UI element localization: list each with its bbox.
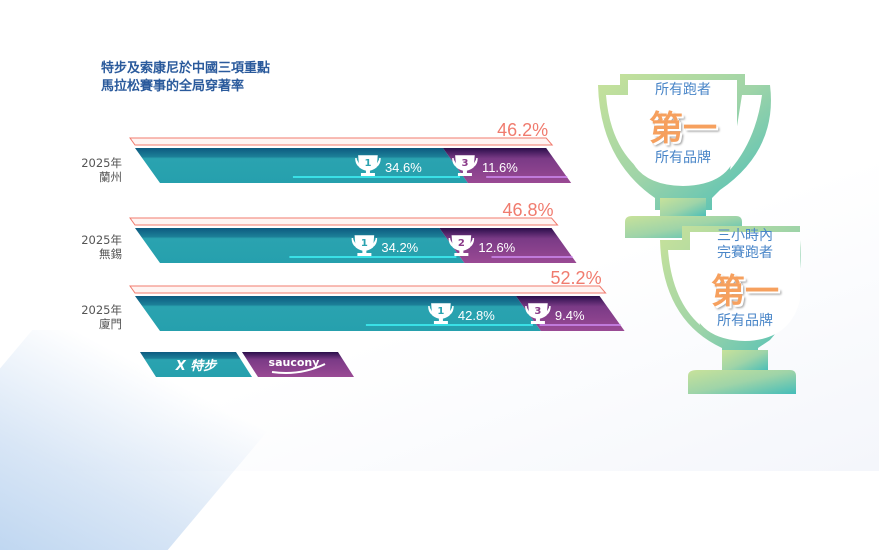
trophy-1-bottom: 所有品牌 [655,150,711,166]
trophy-2-top: 三小時內 完賽跑者 [690,228,800,262]
trophy-1-top: 所有跑者 [655,82,711,98]
row-city: 無錫 [99,247,122,261]
total-outline [129,285,607,294]
trophy-rank: 1 [361,238,368,249]
trophy-cup [525,303,551,319]
row-year: 2025年 [81,233,122,247]
row-label-wuxi: 2025年 無錫 [52,233,122,261]
trophy-base [360,173,375,176]
legend-xtep-label: X 特步 [175,358,219,374]
rank-trophy-icon: 1 [428,303,454,324]
trophy-cup [452,155,478,171]
trophy-stem [535,318,540,322]
rank-trophy-icon: 3 [452,155,478,176]
row-label-xiamen: 2025年 廈門 [52,303,122,331]
xtep-value-label: 34.2% [381,240,418,255]
row-label-lanzhou: 2025年 蘭州 [52,156,122,184]
trophy-1-main: 第一 [649,109,717,149]
trophy-rank: 1 [364,158,371,169]
chart-title: 特步及索康尼於中國三項重點 馬拉松賽事的全局穿著率 [101,60,270,96]
trophy-cup [351,235,378,251]
rank-trophy-icon: 3 [525,303,551,324]
total-label: 46.2% [497,120,548,140]
saucony-value-label: 9.4% [555,308,585,323]
trophy-2-top-line-2: 完賽跑者 [717,245,773,261]
xtep-bar [135,148,468,183]
trophy-stem [438,318,443,322]
title-line-2: 馬拉松賽事的全局穿著率 [101,79,245,94]
trophy-2-main: 第一 [711,272,779,312]
trophy-base [530,321,545,324]
trophy-base [457,173,472,176]
total-label: 52.2% [551,268,602,288]
total-outline [129,137,554,146]
trophy-2-bottom: 所有品牌 [717,313,773,329]
trophy-stem [362,250,367,254]
total-outline [129,217,559,226]
saucony-value-label: 11.6% [482,160,518,175]
trophy-base [454,253,469,256]
rank-trophy-icon: 1 [355,155,381,176]
row-city: 廈門 [99,317,122,331]
trophy-icon [598,74,771,238]
trophy-rank: 3 [461,158,468,169]
row-city: 蘭州 [99,170,122,184]
row-year: 2025年 [81,303,122,317]
trophy-base [433,321,448,324]
trophy-icon [660,226,801,394]
total-label: 46.8% [502,200,553,220]
rank-trophy-icon: 2 [448,235,475,256]
trophy-stem [462,170,467,174]
trophy-cup [448,235,475,251]
trophy-cup [355,155,381,171]
title-line-1: 特步及索康尼於中國三項重點 [101,61,271,76]
stacked-bar-chart: 46.2% 1 34.6% 3 11.6% 46.8% 1 34.2% 2 12.6% 52.2% 1… [129,74,801,394]
trophy-stem [459,250,464,254]
trophy-base [357,253,372,256]
trophy-rank: 1 [437,306,444,317]
saucony-value-label: 12.6% [478,240,515,255]
xtep-value-label: 34.6% [385,160,422,175]
saucony-bar [439,228,577,263]
legend-saucony-swatch [242,352,354,377]
trophy-cup [428,303,454,319]
saucony-logo-swoosh [271,363,326,374]
rank-trophy-icon: 1 [351,235,378,256]
legend-saucony-label: saucony [269,356,320,369]
legend-xtep-swatch [140,352,252,377]
trophy-2-top-line-1: 三小時內 [717,228,773,244]
trophy-rank: 3 [534,306,541,317]
saucony-bar [442,148,572,183]
trophy-stem [365,170,370,174]
row-year: 2025年 [81,156,122,170]
xtep-bar [135,228,465,263]
xtep-value-label: 42.8% [458,308,495,323]
trophy-rank: 2 [458,238,465,249]
